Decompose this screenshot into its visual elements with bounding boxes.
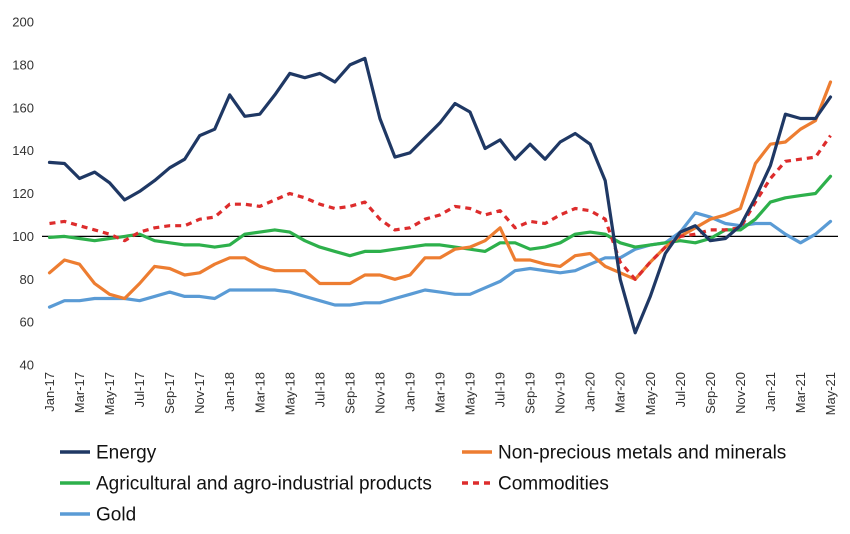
legend-label-agricultural-and-agro-industrial-products: Agricultural and agro-industrial product…: [96, 474, 432, 495]
y-axis: 40 60 80 100 120 140 160 180 200: [12, 15, 34, 373]
x-tick-label: Jul-19: [493, 372, 508, 407]
series-line-non-precious-metals-and-minerals: [47, 80, 833, 301]
x-tick-label: May-21: [823, 372, 838, 415]
x-tick-label: Nov-17: [192, 372, 207, 414]
y-tick-label: 200: [12, 15, 34, 30]
y-tick-label: 80: [20, 272, 34, 287]
series-line-agricultural-and-agro-industrial-products: [47, 174, 833, 258]
x-tick-label: Sep-18: [342, 372, 357, 414]
x-tick-label: May-20: [643, 372, 658, 415]
x-tick-label: Jan-18: [222, 372, 237, 412]
series-line-gold: [47, 211, 833, 309]
x-tick-label: Jan-17: [42, 372, 57, 412]
x-tick-label: Jan-21: [763, 372, 778, 412]
y-tick-label: 140: [12, 143, 34, 158]
x-tick-label: Jan-20: [583, 372, 598, 412]
x-tick-label: Mar-17: [72, 372, 87, 413]
x-tick-label: Nov-20: [733, 372, 748, 414]
x-tick-label: Jan-19: [402, 372, 417, 412]
y-tick-label: 100: [12, 229, 34, 244]
y-tick-label: 160: [12, 100, 34, 115]
legend-label-non-precious-metals-and-minerals: Non-precious metals and minerals: [498, 443, 786, 464]
x-tick-label: Mar-18: [252, 372, 267, 413]
legend-label-gold: Gold: [96, 505, 136, 526]
y-tick-label: 60: [20, 315, 34, 330]
x-tick-label: Nov-19: [553, 372, 568, 414]
x-tick-label: Jul-20: [673, 372, 688, 407]
x-tick-label: May-18: [282, 372, 297, 415]
x-tick-label: Sep-19: [523, 372, 538, 414]
y-tick-label: 40: [20, 358, 34, 373]
x-tick-label: Sep-20: [703, 372, 718, 414]
x-tick-label: Mar-21: [793, 372, 808, 413]
x-tick-label: Jul-18: [312, 372, 327, 407]
x-axis: Jan-17 Mar-17 May-17 Jul-17 Sep-17 Nov-17 Jan-…: [42, 235, 838, 415]
x-tick-label: Mar-19: [433, 372, 448, 413]
y-tick-label: 180: [12, 57, 34, 72]
legend-label-energy: Energy: [96, 443, 157, 464]
legend: Energy Non-precious metals and minerals Ag…: [60, 443, 786, 526]
x-tick-label: Mar-20: [613, 372, 628, 413]
legend-label-commodities: Commodities: [498, 474, 609, 495]
x-tick-label: Sep-17: [162, 372, 177, 414]
y-tick-label: 120: [12, 186, 34, 201]
x-tick-label: May-17: [102, 372, 117, 415]
x-tick-label: May-19: [463, 372, 478, 415]
series-line-energy: [47, 56, 833, 335]
x-tick-label: Nov-18: [372, 372, 387, 414]
series-lines: [47, 56, 833, 335]
x-tick-label: Jul-17: [132, 372, 147, 407]
